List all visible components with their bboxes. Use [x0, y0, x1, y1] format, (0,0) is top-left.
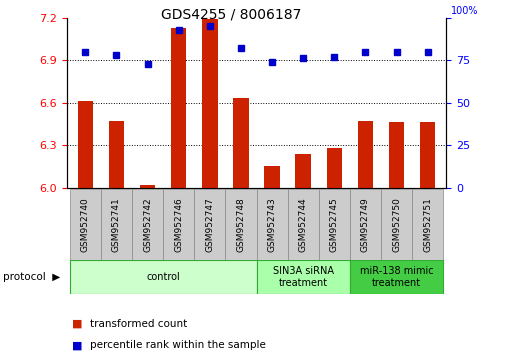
FancyBboxPatch shape	[70, 260, 256, 294]
Text: GSM952750: GSM952750	[392, 197, 401, 252]
Text: GSM952741: GSM952741	[112, 198, 121, 252]
Bar	[77, 101, 93, 188]
Text: GSM952743: GSM952743	[268, 198, 277, 252]
FancyBboxPatch shape	[412, 189, 443, 260]
Text: SIN3A siRNA
treatment: SIN3A siRNA treatment	[273, 266, 333, 288]
Bar	[326, 148, 342, 188]
Bar	[140, 185, 155, 188]
Text: ■: ■	[72, 319, 82, 329]
Text: GSM952745: GSM952745	[330, 198, 339, 252]
Text: control: control	[146, 272, 180, 282]
Bar	[420, 122, 436, 188]
Text: GSM952742: GSM952742	[143, 198, 152, 252]
Text: percentile rank within the sample: percentile rank within the sample	[90, 340, 266, 350]
Bar	[264, 166, 280, 188]
Text: protocol  ▶: protocol ▶	[3, 272, 60, 282]
FancyBboxPatch shape	[101, 189, 132, 260]
Bar	[233, 98, 249, 188]
Text: GSM952740: GSM952740	[81, 198, 90, 252]
Text: GSM952749: GSM952749	[361, 198, 370, 252]
Bar	[389, 122, 404, 188]
FancyBboxPatch shape	[194, 189, 225, 260]
Text: transformed count: transformed count	[90, 319, 187, 329]
FancyBboxPatch shape	[132, 189, 163, 260]
Text: GSM952751: GSM952751	[423, 197, 432, 252]
Bar	[171, 28, 187, 188]
FancyBboxPatch shape	[288, 189, 319, 260]
Text: ■: ■	[72, 340, 82, 350]
FancyBboxPatch shape	[350, 260, 443, 294]
Text: miR-138 mimic
treatment: miR-138 mimic treatment	[360, 266, 433, 288]
Text: GSM952747: GSM952747	[205, 198, 214, 252]
Text: GSM952744: GSM952744	[299, 198, 308, 252]
FancyBboxPatch shape	[350, 189, 381, 260]
Text: GSM952748: GSM952748	[236, 198, 245, 252]
FancyBboxPatch shape	[225, 189, 256, 260]
FancyBboxPatch shape	[319, 189, 350, 260]
Text: 100%: 100%	[450, 6, 478, 16]
FancyBboxPatch shape	[256, 189, 288, 260]
Bar	[202, 19, 218, 188]
FancyBboxPatch shape	[163, 189, 194, 260]
Bar	[109, 121, 124, 188]
FancyBboxPatch shape	[256, 260, 350, 294]
FancyBboxPatch shape	[381, 189, 412, 260]
Bar	[295, 154, 311, 188]
FancyBboxPatch shape	[70, 189, 101, 260]
Text: GSM952746: GSM952746	[174, 198, 183, 252]
Text: GDS4255 / 8006187: GDS4255 / 8006187	[161, 7, 301, 21]
Bar	[358, 121, 373, 188]
